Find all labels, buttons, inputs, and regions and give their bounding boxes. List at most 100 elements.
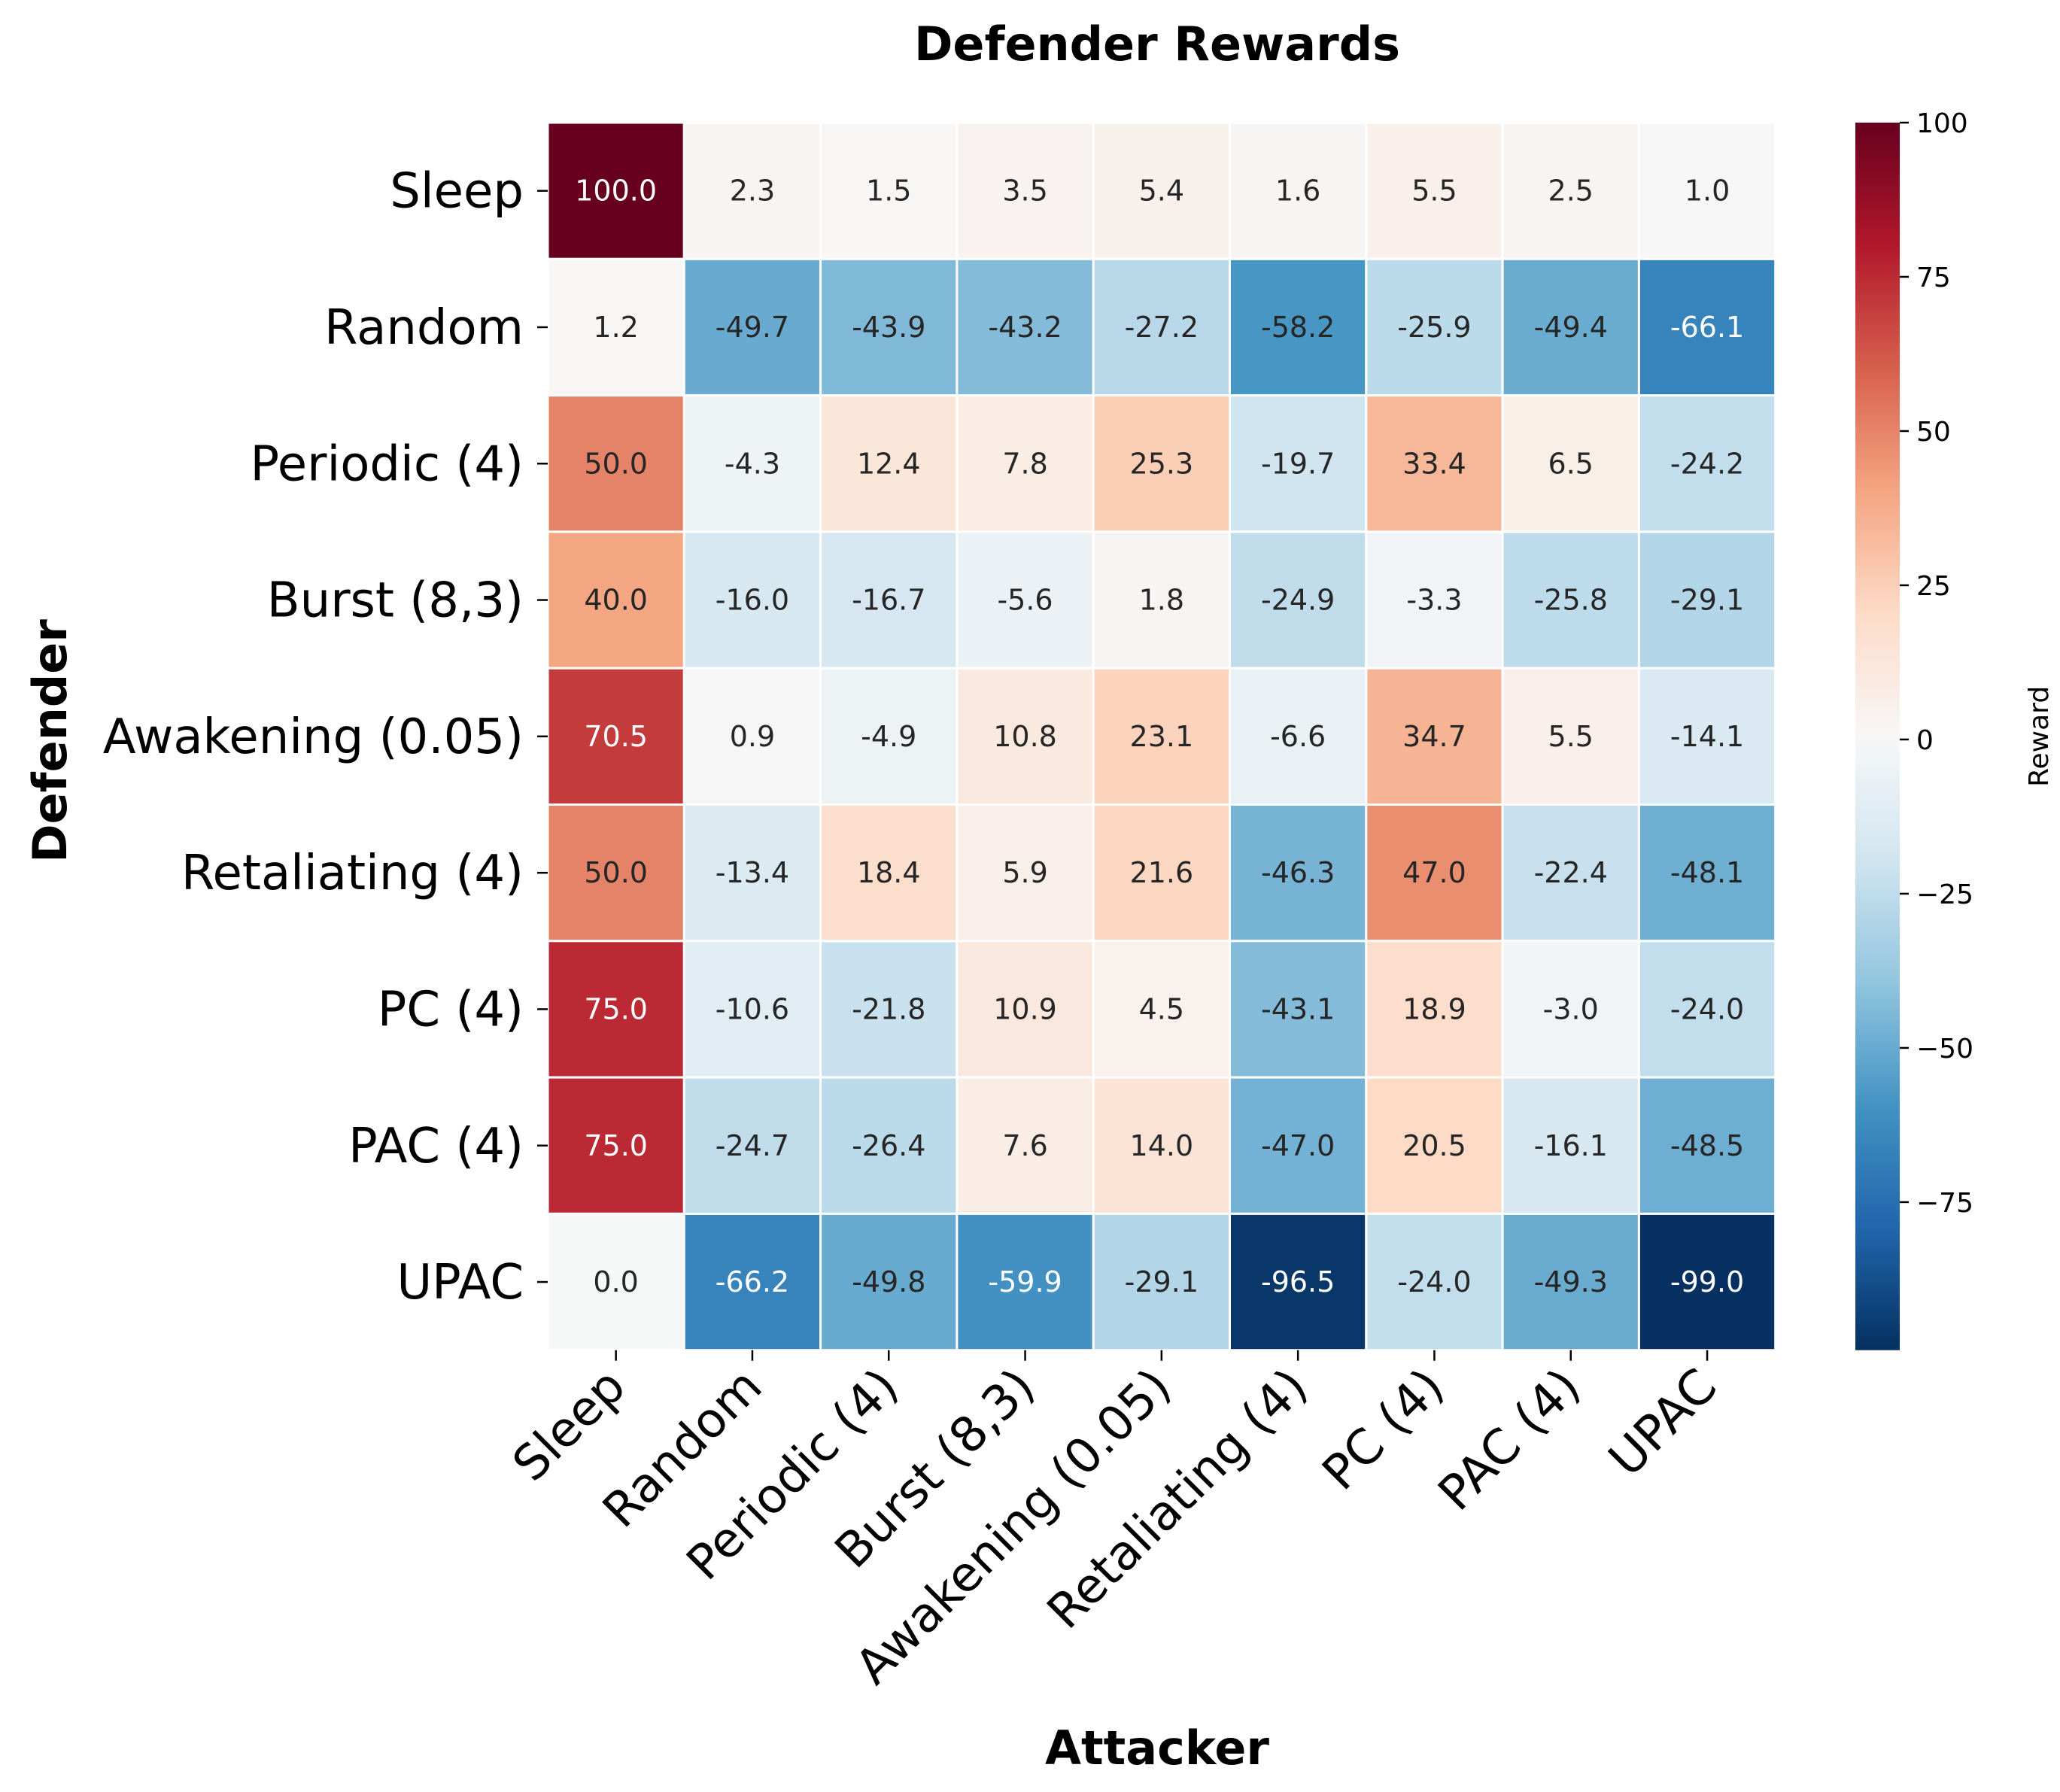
cell-value-label: -48.5: [1670, 1129, 1744, 1162]
cell-value-label: -46.3: [1261, 856, 1335, 889]
heatmap-cell: [682, 121, 822, 260]
heatmap-cell: [1637, 803, 1777, 943]
x-tick-label: UPAC: [1599, 1359, 1728, 1488]
heatmap-cell: [956, 530, 1095, 670]
heatmap-cell: [682, 940, 822, 1079]
cell-value-label: 5.5: [1548, 720, 1594, 753]
heatmap-cell: [956, 394, 1095, 533]
heatmap-cell: [1092, 803, 1231, 943]
heatmap-cell: [1365, 667, 1504, 806]
cell-value-label: 1.6: [1275, 175, 1320, 208]
cell-value-label: 70.5: [584, 720, 648, 753]
cell-value-label: 21.6: [1130, 856, 1194, 889]
cell-value-label: 75.0: [584, 1129, 648, 1162]
cell-value-label: -66.2: [716, 1265, 789, 1298]
cell-value-label: 1.0: [1685, 175, 1730, 208]
heatmap-cell: [1229, 121, 1368, 260]
y-tick-label: UPAC: [397, 1255, 524, 1311]
cell-value-label: 2.5: [1548, 175, 1594, 208]
cell-value-label: -3.0: [1543, 992, 1599, 1025]
y-tick-label: PC (4): [378, 982, 524, 1037]
cell-value-label: -66.1: [1670, 311, 1744, 344]
cell-value-label: 2.3: [730, 175, 775, 208]
cell-value-label: 47.0: [1402, 856, 1466, 889]
colorbar-tick-label: 100: [1916, 108, 1968, 139]
heatmap-cell: [819, 394, 959, 533]
colorbar-tick-label: 0: [1916, 725, 1934, 756]
colorbar-tick-label: 50: [1916, 417, 1951, 448]
cell-value-label: -26.4: [852, 1129, 925, 1162]
y-tick-label: Sleep: [390, 164, 524, 220]
cell-value-label: -47.0: [1261, 1129, 1335, 1162]
heatmap-cell: [682, 803, 822, 943]
cell-value-label: 18.4: [857, 856, 921, 889]
heatmap-cell: [1501, 803, 1640, 943]
cell-value-label: 14.0: [1130, 1129, 1194, 1162]
cell-value-label: 5.5: [1411, 175, 1457, 208]
heatmap-cell: [956, 803, 1095, 943]
cell-value-label: -19.7: [1261, 447, 1335, 480]
cell-value-label: 7.6: [1002, 1129, 1047, 1162]
heatmap-cell: [819, 1076, 959, 1215]
cell-value-label: 18.9: [1402, 992, 1466, 1025]
heatmap-cell: [1229, 667, 1368, 806]
cell-value-label: -49.8: [852, 1265, 925, 1298]
cell-value-label: 12.4: [857, 447, 921, 480]
cell-value-label: 0.9: [730, 720, 775, 753]
cell-value-label: -14.1: [1670, 720, 1744, 753]
cell-value-label: 7.8: [1002, 447, 1047, 480]
cell-value-label: 23.1: [1130, 720, 1194, 753]
cell-value-label: -16.1: [1534, 1129, 1608, 1162]
cell-value-label: -13.4: [716, 856, 789, 889]
cell-value-label: 5.4: [1139, 175, 1184, 208]
colorbar-ticks: 100 75 50 25 0 −25 −50 −75: [1900, 108, 1973, 1219]
heatmap-cell: [546, 1212, 685, 1352]
cell-value-label: 4.5: [1139, 992, 1184, 1025]
heatmap-cell: [1365, 257, 1504, 397]
heatmap-cell: [819, 257, 959, 397]
cell-value-label: 1.2: [593, 311, 638, 344]
cell-value-label: 0.0: [593, 1265, 638, 1298]
heatmap-cell: [819, 803, 959, 943]
heatmap-cell: [819, 667, 959, 806]
cell-value-label: 50.0: [584, 447, 648, 480]
heatmap-cell: [546, 667, 685, 806]
cell-value-label: 1.5: [866, 175, 911, 208]
heatmap-cell: [546, 940, 685, 1079]
cell-value-label: -21.8: [852, 992, 925, 1025]
heatmap-cells: 100.0 2.3 1.5 3.5 5.4 1.6 5.5 2.5 1.0 1.2 -49.7 -43…: [546, 121, 1777, 1352]
cell-value-label: -16.7: [852, 584, 925, 617]
cell-value-label: 50.0: [584, 856, 648, 889]
y-axis-ticks: Sleep Random Periodic (4) Burst (8,3) Awaken…: [103, 164, 548, 1311]
cell-value-label: -6.6: [1270, 720, 1326, 753]
cell-value-label: -25.9: [1397, 311, 1471, 344]
cell-value-label: -25.8: [1534, 584, 1608, 617]
cell-value-label: 1.8: [1139, 584, 1184, 617]
cell-value-label: -24.2: [1670, 447, 1744, 480]
cell-value-label: -22.4: [1534, 856, 1608, 889]
heatmap-cell: [1365, 1076, 1504, 1215]
cell-value-label: -43.2: [988, 311, 1062, 344]
cell-value-label: 40.0: [584, 584, 648, 617]
cell-value-label: 10.8: [993, 720, 1057, 753]
heatmap-cell: [819, 1212, 959, 1352]
heatmap-cell: [819, 121, 959, 260]
cell-value-label: -48.1: [1670, 856, 1744, 889]
cell-value-label: -27.2: [1125, 311, 1199, 344]
cell-value-label: -4.9: [861, 720, 916, 753]
heatmap-cell: [546, 394, 685, 533]
cell-value-label: -5.6: [997, 584, 1053, 617]
heatmap-cell: [546, 530, 685, 670]
colorbar-gradient: [1855, 123, 1900, 1350]
cell-value-label: 3.5: [1002, 175, 1047, 208]
x-tick-label: PAC (4): [1428, 1359, 1591, 1522]
heatmap-cell: [1637, 1076, 1777, 1215]
y-axis-label: Defender: [23, 619, 77, 863]
colorbar-tick-label: −25: [1916, 879, 1973, 910]
cell-value-label: 6.5: [1548, 447, 1594, 480]
cell-value-label: 5.9: [1002, 856, 1047, 889]
cell-value-label: -3.3: [1406, 584, 1462, 617]
cell-value-label: -43.1: [1261, 992, 1335, 1025]
cell-value-label: -49.7: [716, 311, 789, 344]
